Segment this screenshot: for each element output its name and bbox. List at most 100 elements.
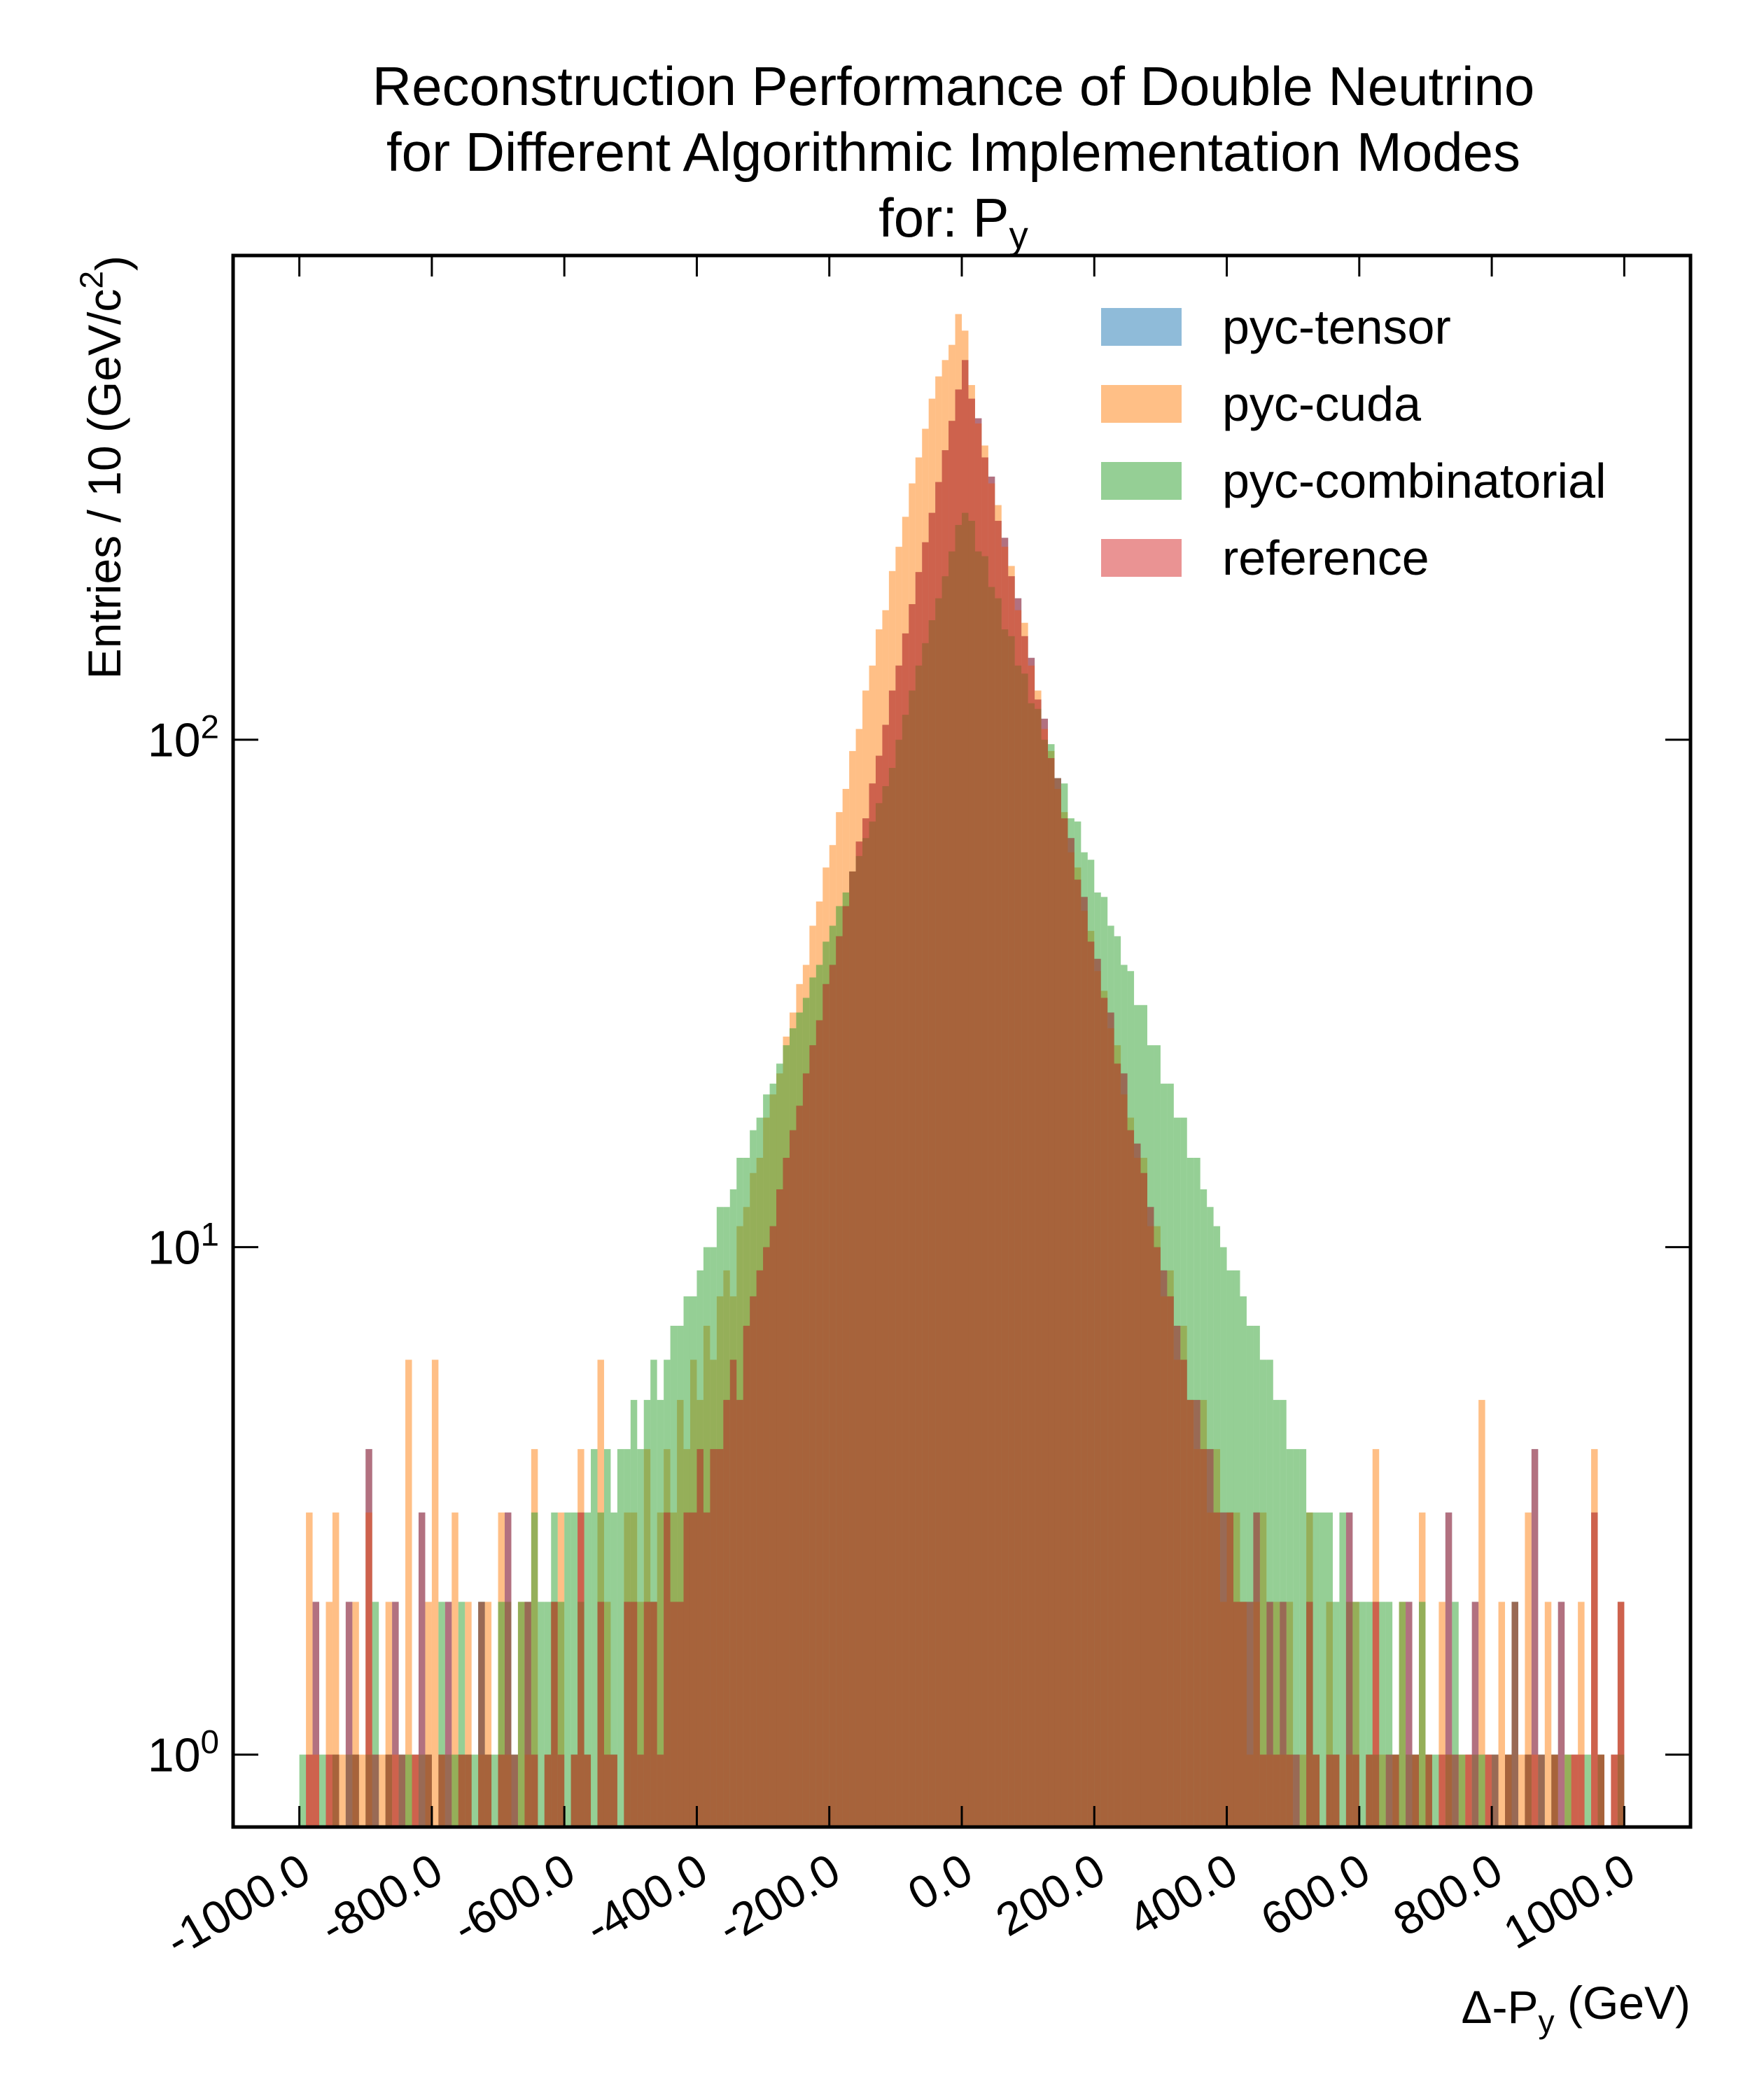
histogram-bar <box>1452 1602 1459 1827</box>
histogram-bar <box>1233 1602 1240 1827</box>
histogram-bar <box>1060 818 1068 1827</box>
histogram-bar <box>683 1512 690 1827</box>
histogram-bar <box>783 1158 790 1827</box>
histogram-bar <box>505 1512 512 1827</box>
histogram-bar <box>1107 1012 1114 1827</box>
histogram-bar <box>425 1754 432 1827</box>
histogram-bar <box>1458 1754 1466 1827</box>
histogram-bar <box>1114 1063 1121 1827</box>
histogram-bar <box>1551 1754 1558 1827</box>
legend-label: pyc-cuda <box>1222 377 1421 431</box>
x-tick-label: 1000.0 <box>1495 1843 1644 1959</box>
y-tick-label: 102 <box>148 709 219 767</box>
histogram-bar <box>544 1602 552 1827</box>
histogram-bar <box>1035 699 1042 1827</box>
histogram-bar <box>306 1512 313 1827</box>
histogram-bar <box>1425 1754 1432 1827</box>
histogram-bar <box>1571 1754 1578 1827</box>
histogram-bar <box>1213 1512 1221 1827</box>
histogram-bar <box>1352 1602 1359 1827</box>
x-tick-label: 200.0 <box>987 1843 1113 1946</box>
histogram-bar <box>1511 1602 1518 1827</box>
histogram-bar <box>650 1602 657 1827</box>
histogram-bar <box>657 1399 664 1827</box>
histogram-bar <box>326 1602 332 1827</box>
histogram-bar <box>1246 1602 1254 1827</box>
y-tick-label: 101 <box>148 1216 219 1274</box>
histogram-bar <box>332 1754 340 1827</box>
histogram-bar <box>710 1449 717 1827</box>
histogram-bar <box>1366 1602 1373 1827</box>
legend-label: pyc-combinatorial <box>1222 454 1606 508</box>
histogram-bar <box>1578 1754 1585 1827</box>
histogram-bar <box>1173 1325 1181 1827</box>
histogram-bar <box>974 418 982 1827</box>
histogram-bar <box>677 1602 684 1827</box>
histogram-bar <box>1385 1602 1393 1827</box>
histogram-bar <box>551 1602 558 1827</box>
histogram-bar <box>1160 1270 1168 1827</box>
histogram-bar <box>796 1105 803 1827</box>
histogram-bar <box>1100 997 1108 1827</box>
histogram-bar <box>1584 1754 1592 1827</box>
histogram-bar <box>1418 1602 1426 1827</box>
histogram-bar <box>822 983 830 1827</box>
histogram-bar <box>1306 1602 1313 1827</box>
histogram-bar <box>1591 1512 1598 1827</box>
histogram-bar <box>1312 1754 1320 1827</box>
histogram-bar <box>829 965 836 1827</box>
histogram-bar <box>1081 897 1088 1827</box>
histogram-bar <box>465 1602 472 1827</box>
histogram-bar <box>1611 1754 1618 1827</box>
histogram-bar <box>557 1754 565 1827</box>
histogram-bar <box>478 1602 485 1827</box>
histogram-bar <box>716 1449 724 1827</box>
histogram-bar <box>1240 1296 1247 1827</box>
histogram-bar <box>809 1045 816 1827</box>
histogram-bar <box>465 1754 472 1827</box>
histogram-bar <box>1366 1754 1373 1827</box>
histogram-bar <box>444 1602 452 1827</box>
histogram-bar <box>1068 838 1074 1827</box>
histogram-bar <box>491 1754 498 1827</box>
histogram-bar <box>1286 1754 1294 1827</box>
histogram-bar <box>1280 1602 1287 1827</box>
histogram-bar <box>729 1359 737 1827</box>
histogram-bar <box>570 1512 578 1827</box>
histogram-bar <box>372 1754 379 1827</box>
histogram-bar <box>670 1325 678 1827</box>
histogram-bar <box>345 1602 353 1827</box>
histogram-bar <box>836 936 843 1827</box>
y-tick-label: 100 <box>148 1723 219 1782</box>
histogram-bar <box>597 1602 604 1827</box>
histogram-bar <box>1253 1512 1260 1827</box>
histogram-bar <box>498 1602 505 1827</box>
histogram-bar <box>1379 1602 1386 1827</box>
histogram-bar <box>584 1754 592 1827</box>
histogram-bar <box>1385 1754 1393 1827</box>
histogram-bar <box>703 1512 710 1827</box>
histogram-bar <box>1041 718 1049 1827</box>
histogram-bar <box>603 1449 611 1827</box>
histogram-bar <box>895 665 902 1827</box>
histogram-bar <box>922 542 929 1827</box>
histogram-bar <box>1332 1754 1340 1827</box>
histogram-bar <box>1564 1754 1572 1827</box>
histogram-bar <box>1259 1754 1267 1827</box>
histogram-bar <box>584 1512 592 1827</box>
histogram-bar <box>610 1754 617 1827</box>
histogram-bar <box>1492 1754 1499 1827</box>
histogram-bar <box>1332 1602 1340 1827</box>
histogram-bar <box>1345 1512 1353 1827</box>
histogram-bar <box>637 1449 644 1827</box>
histogram-bar <box>306 1754 313 1827</box>
histogram-bar <box>743 1325 750 1827</box>
histogram-bar <box>1432 1754 1439 1827</box>
histogram-bar <box>610 1512 617 1827</box>
histogram-bar <box>1266 1359 1273 1827</box>
histogram-bar <box>1233 1270 1240 1827</box>
histogram-bar <box>789 1130 797 1827</box>
x-tick-label: 0.0 <box>899 1843 981 1920</box>
histogram-bar <box>1406 1602 1413 1827</box>
